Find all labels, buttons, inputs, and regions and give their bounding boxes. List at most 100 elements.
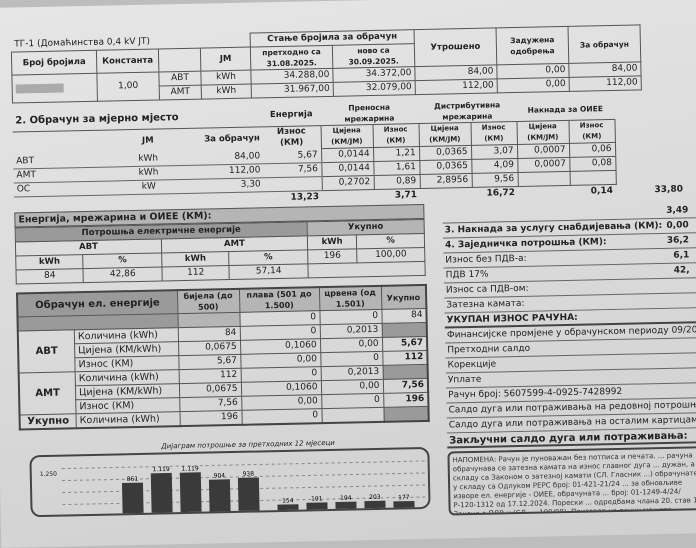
tariff: АВТ [159,71,201,86]
bar-value-label: 1.119 [182,465,200,472]
billing-tr-price: 0,0144 [321,148,373,163]
billing-oi-amount [570,170,616,185]
kwh-header: kWh [162,252,230,267]
for-billing-header: За обрачун [183,127,263,152]
unit: kWh [201,70,251,85]
total-kwh: 196 [308,249,358,264]
tier-value: 0,2013 [321,365,383,380]
amount-header: Износ (КМ) [373,124,419,148]
oiee-total: 0,14 [518,184,616,200]
meter-readings-table: ТГ-1 (Домаћинства 0,4 kV ЈТ) Стање броји… [11,24,642,103]
summary-value: 42, [674,264,690,277]
calc-section: Обрачун ел. енергије бијела (до 500) пла… [16,284,430,430]
billing-oi-price [518,171,570,186]
tier-value: 0 [320,351,382,366]
constant-value: 1,00 [97,72,160,101]
bar-value-label: 904 [214,472,226,479]
grid-line [62,461,427,469]
total-pct: 100,00 [357,247,425,262]
oiee-header: Накнада за ОИЕЕ [516,97,614,122]
sum-total: 33,80 [616,183,686,198]
debited: 0,00 [497,77,569,93]
group-label: АВТ [18,330,75,373]
summary-value: 6,1 [673,249,689,262]
price-header: Цијена (КМ/ЈМ) [516,120,568,144]
tier-value: 0,0675 [178,340,240,355]
amt-kwh: 112 [162,266,230,281]
billing-di-price: 0,0365 [419,145,471,160]
billing-di-price: 0,0365 [419,159,471,174]
bar-value-label: 177 [398,494,410,501]
unit-header: ЈМ [113,128,183,152]
total-header: Укупно [381,285,426,309]
billing-energy: 5,67 [263,149,321,164]
tariff: АМТ [159,85,201,100]
meter-number-redacted [12,73,98,103]
billing-unit: kW [114,179,184,194]
group-label: Укупно [20,414,77,429]
chart-bar [277,504,298,510]
summary-value: 36,2 [667,234,689,247]
chart-bar [122,483,144,514]
bar-value-label: 1.119 [153,466,171,473]
pct-header: % [357,233,425,248]
avt-pct: 42,86 [83,267,162,283]
tier-value: 0 [321,393,383,408]
previous-reading: 31.967,00 [251,82,333,98]
billing-tr-price: 0,0144 [321,162,373,177]
billing-di-amount: 3,07 [471,144,517,159]
tier-value: 0,00 [320,337,382,352]
billing-oi-price: 0,0007 [517,157,569,172]
billing-tr-amount: 0,89 [374,175,420,190]
billing-di-amount: 4,09 [471,158,517,173]
tier-value: 0,2013 [320,323,382,338]
billing-energy [264,177,322,192]
total-value: 7,56 [383,378,428,393]
total-value [382,322,427,337]
chart-bar [151,473,173,513]
tier-value: 5,67 [178,354,240,369]
tier-value: 112 [179,368,241,383]
bar-value-label: 154 [282,497,294,504]
previous-header: претходно са 31.08.2025. [250,45,332,70]
amount-header: Износ (КМ) [471,121,517,145]
amt-pct: 57,14 [229,264,308,280]
chart-bar [180,472,202,512]
amount-header: Износ (КМ) [263,126,321,150]
consumption-section: Енергија, мрежарина и ОИЕЕ (КМ): Потрошњ… [14,204,425,285]
blue-tier-header: плава (501 до 1.500) [239,287,319,312]
consumed-header: Утрошено [414,28,497,67]
bar-value-label: 861 [127,476,139,483]
summary-value: 3,49 [666,204,688,217]
new-reading: 32.079,00 [333,81,415,97]
avt-kwh: 84 [16,269,84,284]
chart-bar [393,501,414,508]
tier-value: 7,56 [179,396,241,411]
billing-unit: kWh [113,165,183,180]
total-value [383,406,428,421]
billing-section: 2. Обрачун за мјерно мјесто Енергија Пре… [12,95,686,211]
consumed: 112,00 [415,79,497,95]
amount-header: Износ (КМ) [568,119,614,143]
calc-table: Обрачун ел. енергије бијела (до 500) пла… [16,284,430,430]
for-billing-header: За обрачун [568,25,641,63]
distribution-total: 16,72 [420,186,518,202]
total-value: 5,67 [382,336,427,351]
billing-oi-amount: 0,06 [569,142,615,157]
billing-di-amount: 9,56 [472,172,518,187]
red-tier-header: црвена (од 1.501) [319,286,381,311]
summary-label: Износ са ПДВ-ом: [446,283,529,298]
billing-oi-amount: 0,08 [569,156,615,171]
bar-value-label: 938 [243,471,255,478]
calc-title: Обрачун ел. енергије [17,290,177,317]
billing-oi-price: 0,0007 [517,143,569,158]
billing-energy: 7,56 [263,163,321,178]
blank-header [158,48,200,72]
summary-label: Затезна камата: [446,298,524,313]
bar-value-label: 194 [340,495,352,502]
price-header: Цијена (КМ/ЈМ) [419,122,471,146]
summary-label: ПДВ 17% [446,269,489,283]
unit-header: ЈМ [200,47,250,71]
summary-label: Износ без ПДВ-а: [445,253,526,268]
